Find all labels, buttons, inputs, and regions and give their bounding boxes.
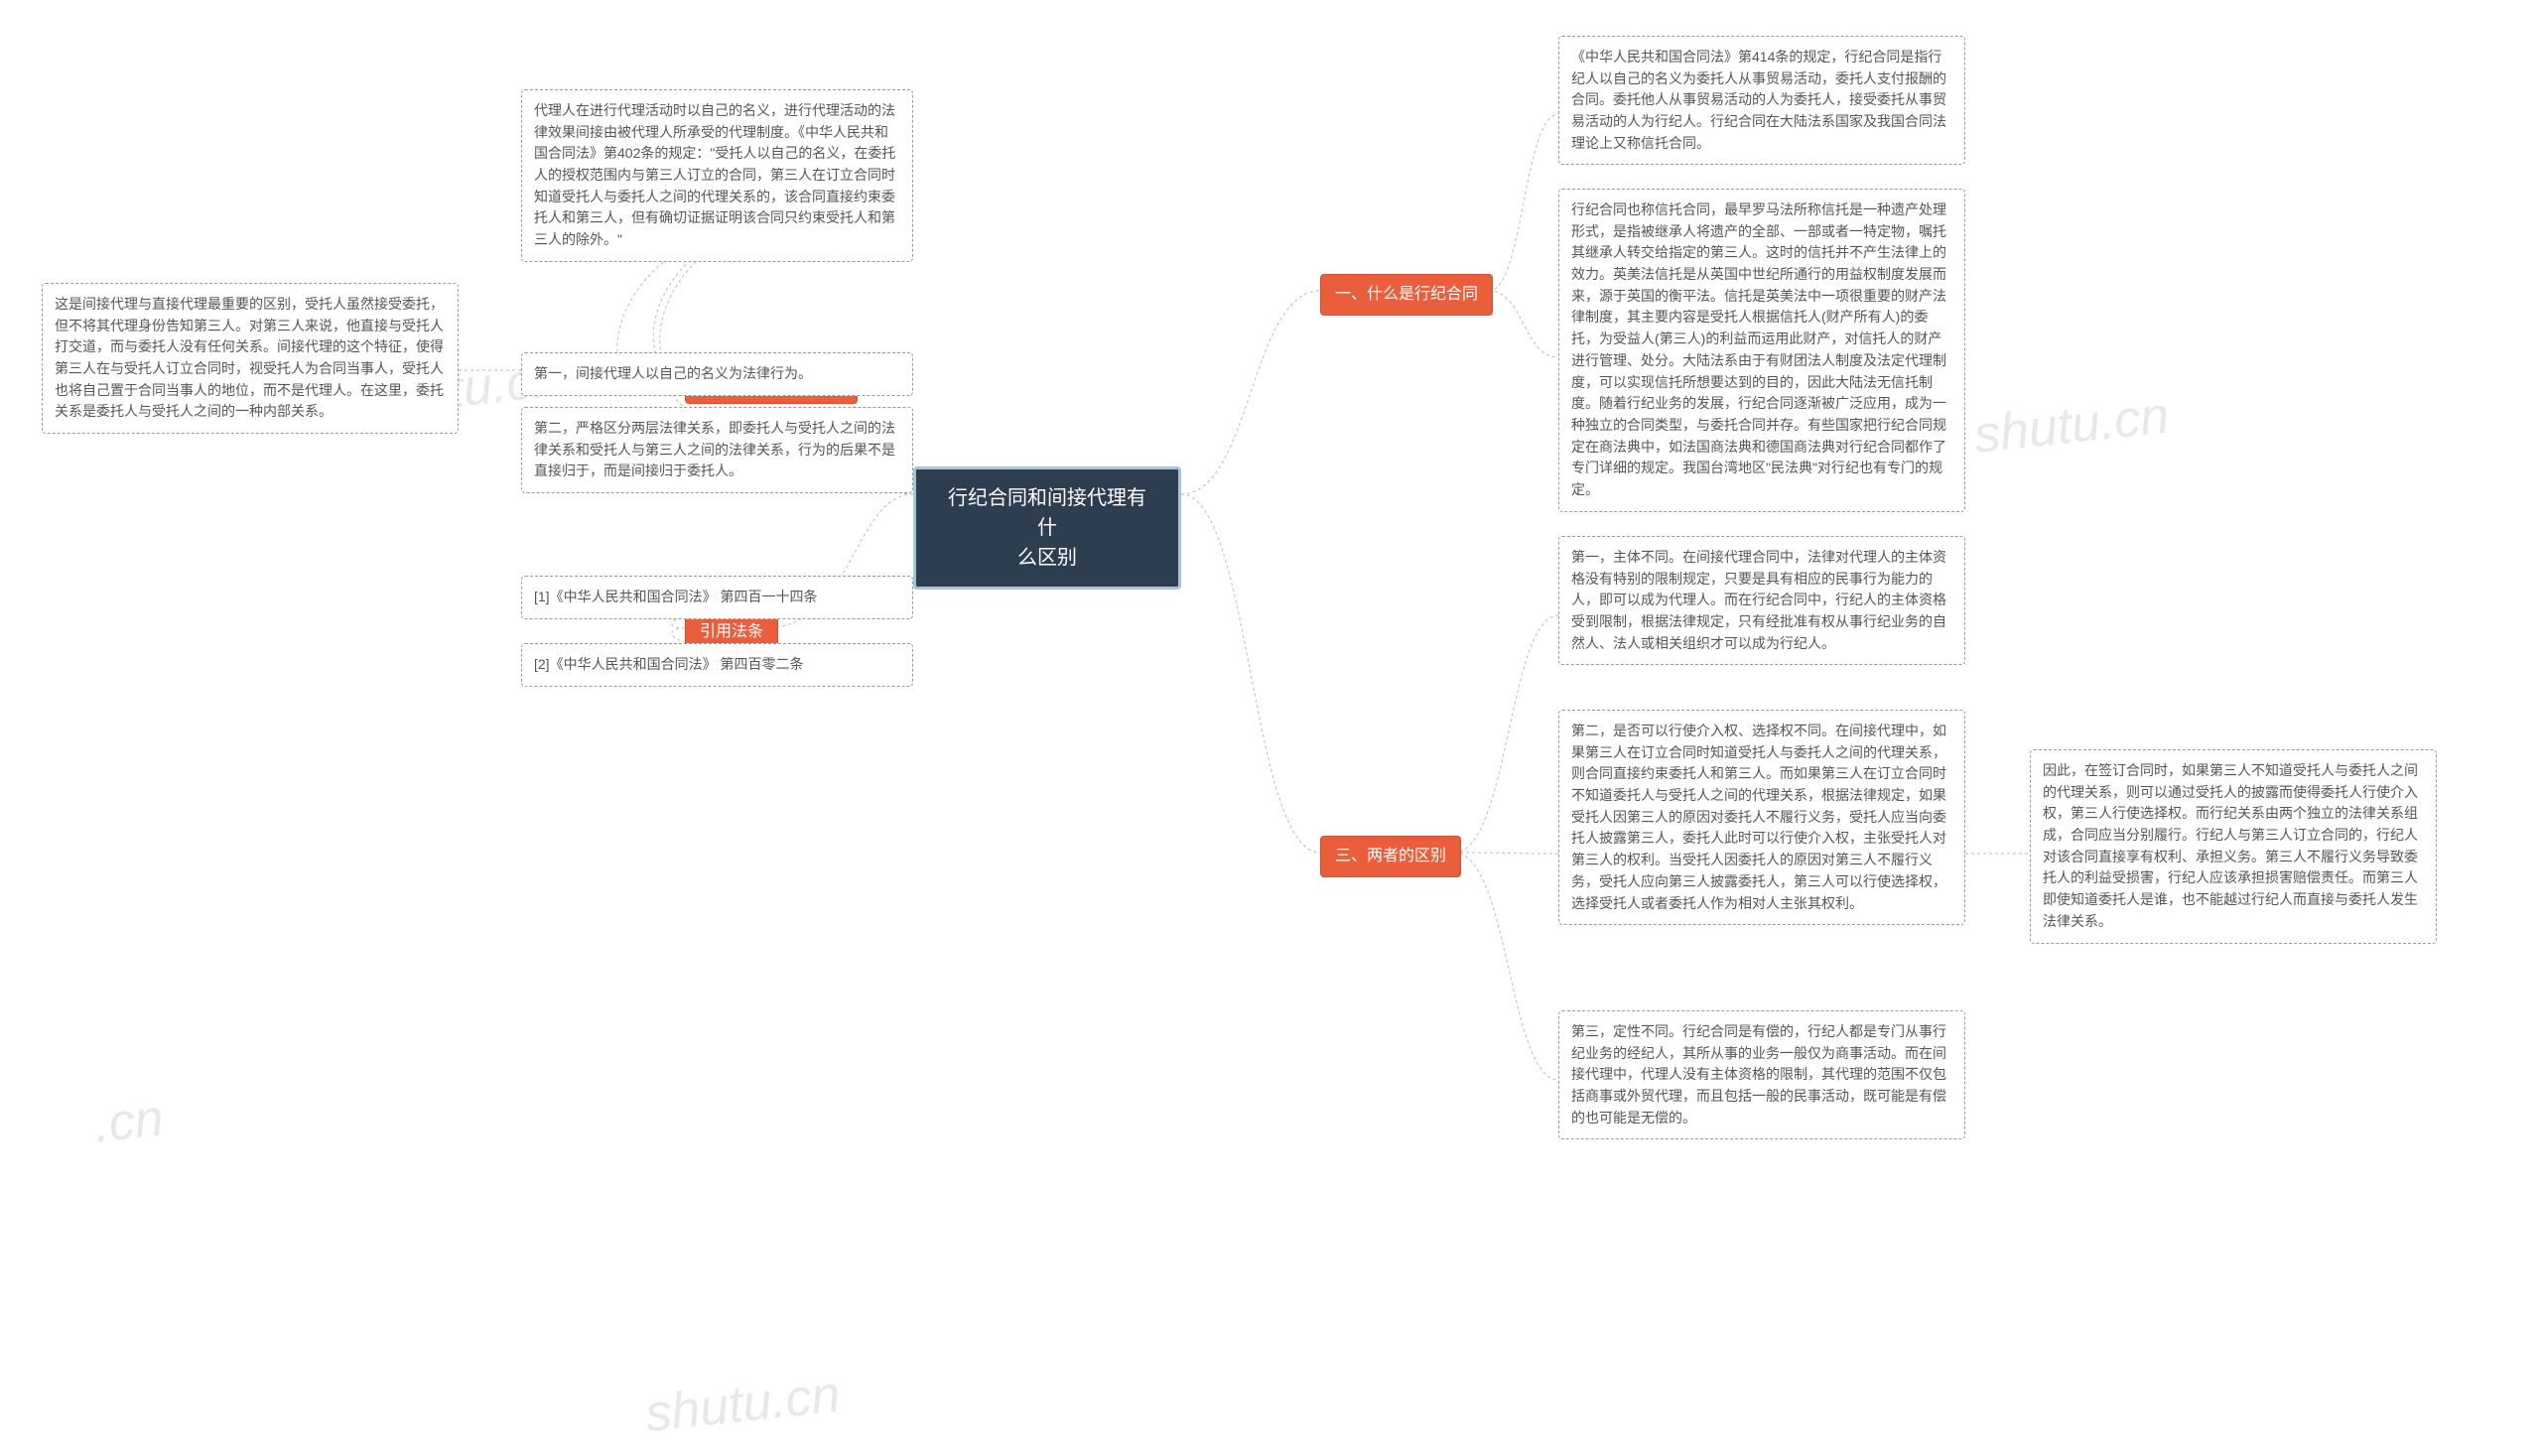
branch-1: 一、什么是行纪合同 (1320, 274, 1493, 316)
leaf-b4-2: [2]《中华人民共和国合同法》 第四百零二条 (521, 643, 913, 687)
leaf-b2-sub1-detail: 这是间接代理与直接代理最重要的区别，受托人虽然接受委托，但不将其代理身份告知第三… (42, 283, 459, 434)
leaf-b2-sub2: 第二，严格区分两层法律关系，即委托人与受托人之间的法律关系和受托人与第三人之间的… (521, 407, 913, 493)
branch-3: 三、两者的区别 (1320, 836, 1461, 877)
leaf-b4-1: [1]《中华人民共和国合同法》 第四百一十四条 (521, 576, 913, 619)
leaf-b1-2: 行纪合同也称信托合同，最早罗马法所称信托是一种遗产处理形式，是指被继承人将遗产的… (1558, 189, 1965, 512)
root-node: 行纪合同和间接代理有什 么区别 (913, 466, 1181, 590)
watermark: shutu.cn (642, 1365, 843, 1444)
leaf-b2-1: 代理人在进行代理活动时以自己的名义，进行代理活动的法律效果间接由被代理人所承受的… (521, 89, 913, 262)
watermark: .cn (91, 1089, 166, 1155)
leaf-b1-1: 《中华人民共和国合同法》第414条的规定，行纪合同是指行纪人以自己的名义为委托人… (1558, 36, 1965, 165)
leaf-b3-2-right: 因此，在签订合同时，如果第三人不知道受托人与委托人之间的代理关系，则可以通过受托… (2030, 749, 2437, 944)
root-line1: 行纪合同和间接代理有什 (940, 483, 1154, 543)
leaf-b2-sub1: 第一，间接代理人以自己的名义为法律行为。 (521, 352, 913, 396)
leaf-b3-2: 第二，是否可以行使介入权、选择权不同。在间接代理中，如果第三人在订立合同时知道受… (1558, 710, 1965, 925)
connectors-svg (0, 0, 2541, 1456)
leaf-b3-3: 第三，定性不同。行纪合同是有偿的，行纪人都是专门从事行纪业务的经纪人，其所从事的… (1558, 1010, 1965, 1139)
leaf-b3-1: 第一，主体不同。在间接代理合同中，法律对代理人的主体资格没有特别的限制规定，只要… (1558, 536, 1965, 665)
root-line2: 么区别 (940, 543, 1154, 573)
